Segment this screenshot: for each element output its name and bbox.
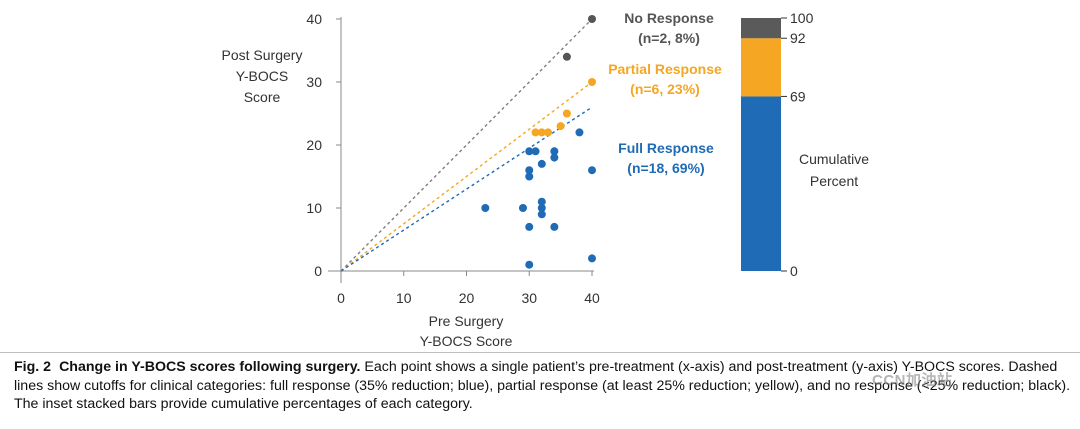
y-tick-label: 40 (306, 11, 322, 27)
partial-response-point (562, 109, 571, 118)
partial-response-annotation: (n=6, 23%) (630, 81, 700, 97)
full-response-point (588, 166, 596, 175)
bar-tick-label: 69 (790, 88, 806, 104)
partial-response-point (537, 128, 546, 137)
x-tick-label: 40 (584, 290, 600, 306)
full-response-point (525, 166, 534, 175)
x-tick-label: 30 (521, 290, 537, 306)
full-response-point (537, 159, 546, 168)
y-tick-label: 10 (306, 200, 322, 216)
x-tick-label: 20 (459, 290, 475, 306)
figure-caption: Fig. 2 Change in Y-BOCS scores following … (14, 358, 1074, 414)
partial-response-point (544, 128, 553, 137)
full-response-point (550, 153, 559, 162)
cumulative-percent-label: Percent (810, 173, 858, 189)
figure-title: Change in Y-BOCS scores following surger… (59, 359, 361, 375)
y-axis-title: Score (244, 89, 281, 105)
figure-label: Fig. 2 (14, 359, 52, 375)
full-response-point (525, 260, 534, 269)
partial-response-point (588, 78, 596, 86)
figure-caption-body: Each point shows a single patient’s pre-… (14, 359, 1071, 412)
no-response-annotation: (n=2, 8%) (638, 30, 700, 46)
partial-response-cutoff-line (340, 81, 593, 272)
full-response-point (537, 197, 546, 206)
full-response-point (531, 147, 540, 156)
no-response-cutoff-line (340, 18, 593, 272)
partial-response-segment (741, 38, 781, 97)
full-response-cutoff-line (340, 106, 593, 272)
bar-tick-label: 0 (790, 263, 798, 279)
no-response-annotation: No Response (624, 10, 714, 26)
full-response-point (525, 147, 534, 156)
x-axis-title: Y-BOCS Score (420, 333, 513, 349)
x-axis-title: Pre Surgery (429, 313, 504, 329)
full-response-point (550, 147, 559, 156)
y-tick-label: 0 (314, 263, 322, 279)
full-response-point (525, 172, 534, 181)
full-response-point (588, 254, 596, 263)
watermark: CCN加油站 (872, 372, 953, 389)
x-tick-label: 0 (337, 290, 345, 306)
cumulative-percent-bar: 0 69 92 100 Cumulative Percent (741, 10, 869, 279)
figure: 0 10 20 30 40 0 10 20 30 40 Post Surgery Y-BOCS Scor… (222, 10, 870, 349)
no-response-point (588, 15, 596, 23)
full-response-point (537, 204, 546, 212)
full-response-point (518, 204, 527, 212)
partial-response-point (556, 122, 565, 131)
full-response-point (481, 204, 490, 212)
partial-response-point (531, 128, 540, 137)
full-response-point (575, 128, 584, 137)
no-response-segment (741, 18, 781, 39)
y-tick-label: 30 (306, 74, 322, 90)
bar-tick-label: 92 (790, 30, 806, 46)
scatter-plot: 0 10 20 30 40 0 10 20 30 40 Post Surgery Y-BOCS Scor… (222, 10, 722, 349)
caption-divider (0, 352, 1080, 353)
full-response-point (550, 222, 559, 231)
y-axis-title: Post Surgery (222, 47, 303, 63)
full-response-annotation: (n=18, 69%) (627, 160, 704, 176)
y-axis-title: Y-BOCS (236, 68, 288, 84)
partial-response-annotation: Partial Response (608, 61, 722, 77)
x-tick-label: 10 (396, 290, 412, 306)
full-response-point (537, 210, 546, 219)
full-response-point (525, 222, 534, 231)
y-tick-label: 20 (306, 137, 322, 153)
full-response-segment (741, 96, 781, 272)
bar-tick-label: 100 (790, 10, 814, 26)
no-response-point (562, 52, 571, 61)
full-response-annotation: Full Response (618, 140, 714, 156)
cumulative-percent-label: Cumulative (799, 151, 869, 167)
